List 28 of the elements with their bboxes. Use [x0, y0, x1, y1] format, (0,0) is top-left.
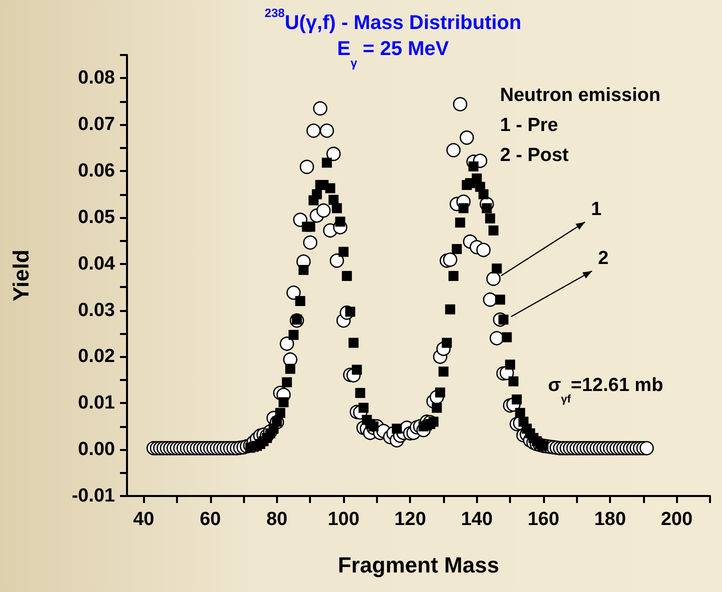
y-tick-label: 0.06: [78, 160, 115, 182]
x-tick-label: 40: [133, 509, 154, 530]
x-tick-label: 200: [660, 509, 693, 530]
x-axis-title: Fragment Mass: [338, 552, 500, 578]
chart-subtitle: Eγ = 25 MeV: [337, 38, 450, 70]
y-tick-label: -0.01: [72, 486, 116, 506]
x-tick-label: 60: [200, 509, 221, 530]
annotation: 1: [591, 199, 602, 220]
annotation: σγf=12.61 mb: [548, 375, 664, 406]
y-axis-title: Yield: [8, 250, 34, 302]
y-tick-label: 0.04: [78, 253, 116, 274]
annotation: 2 - Post: [500, 145, 570, 166]
x-tick-label: 120: [394, 509, 426, 530]
y-tick-label: 0.01: [78, 392, 116, 414]
y-tick-label: 0.02: [78, 346, 115, 368]
y-tick-label: 0.03: [78, 300, 115, 321]
annotation: 1 - Pre: [500, 115, 558, 136]
x-tick-label: 160: [528, 509, 560, 530]
x-tick-label: 140: [460, 509, 493, 530]
y-tick-label: 0.05: [78, 206, 116, 228]
x-tick-label: 100: [328, 509, 360, 530]
annotation: Neutron emission: [500, 85, 660, 106]
x-tick-label: 80: [266, 509, 288, 530]
x-tick-label: 180: [594, 509, 626, 530]
y-tick-label: 0.00: [78, 439, 115, 460]
y-tick-label: 0.07: [78, 114, 115, 136]
y-tick-label: 0.08: [78, 68, 115, 89]
annotation: 2: [598, 248, 609, 269]
